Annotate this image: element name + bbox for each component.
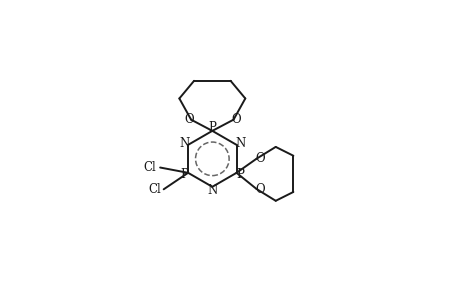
Text: Cl: Cl: [148, 183, 161, 196]
Text: Cl: Cl: [144, 161, 156, 174]
Text: P: P: [208, 121, 216, 134]
Text: O: O: [184, 112, 193, 126]
Text: N: N: [207, 184, 217, 197]
Text: O: O: [255, 152, 264, 165]
Text: N: N: [235, 136, 245, 150]
Text: O: O: [255, 183, 264, 196]
Text: P: P: [235, 168, 243, 181]
Text: N: N: [179, 136, 189, 150]
Text: P: P: [180, 168, 188, 181]
Text: O: O: [230, 112, 240, 126]
